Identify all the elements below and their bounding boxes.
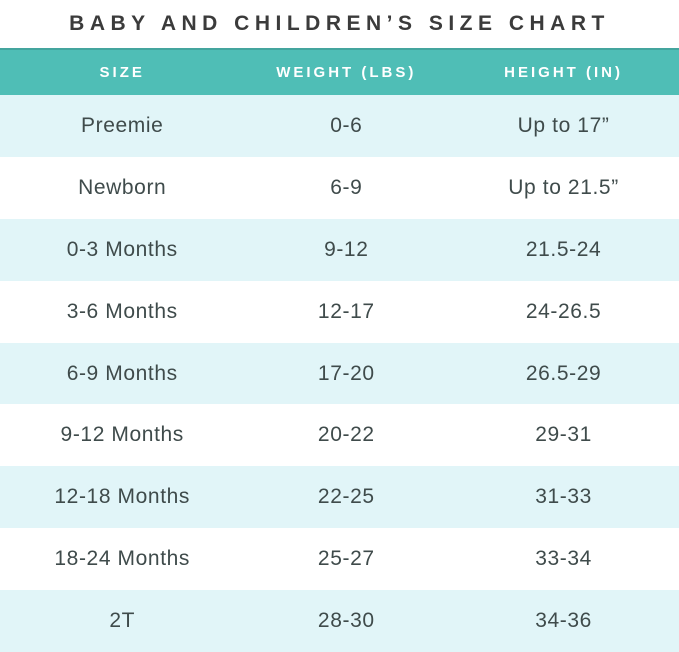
height-cell: 34-36 [535, 609, 592, 633]
table-header-row: SIZE WEIGHT (LBS) HEIGHT (IN) [0, 48, 679, 95]
page-title: BABY AND CHILDREN’S SIZE CHART [69, 12, 610, 35]
height-cell: Up to 21.5” [508, 175, 619, 199]
size-cell: 9-12 Months [60, 423, 184, 447]
size-cell: 18-24 Months [54, 547, 191, 571]
size-cell: 3-6 Months [66, 299, 178, 323]
height-cell: 24-26.5 [525, 299, 602, 323]
table-row: 2T 28-30 34-36 [0, 590, 679, 652]
size-cell: Preemie [81, 113, 164, 137]
size-cell: 2T [109, 609, 136, 633]
table-body: Preemie 0-6 Up to 17” Newborn 6-9 Up to … [0, 95, 679, 652]
size-cell: 6-9 Months [66, 361, 178, 385]
size-cell: 12-18 Months [54, 485, 191, 509]
height-cell: 31-33 [535, 485, 592, 509]
size-cell: Newborn [78, 175, 167, 199]
weight-cell: 22-25 [317, 485, 375, 509]
weight-cell: 17-20 [317, 361, 375, 385]
height-cell: 21.5-24 [525, 237, 602, 261]
table-row: 6-9 Months 17-20 26.5-29 [0, 342, 679, 405]
table-row: 18-24 Months 25-27 33-34 [0, 528, 679, 591]
table-row: 3-6 Months 12-17 24-26.5 [0, 280, 679, 343]
table-row: 9-12 Months 20-22 29-31 [0, 404, 679, 467]
column-header-height: HEIGHT (IN) [504, 64, 623, 81]
table-row: 0-3 Months 9-12 21.5-24 [0, 218, 679, 281]
table-row: Newborn 6-9 Up to 21.5” [0, 156, 679, 219]
table-row: 12-18 Months 22-25 31-33 [0, 466, 679, 529]
height-cell: 29-31 [535, 423, 592, 447]
weight-cell: 9-12 [324, 237, 369, 261]
column-header-weight: WEIGHT (LBS) [276, 64, 417, 81]
size-chart-table: SIZE WEIGHT (LBS) HEIGHT (IN) Preemie 0-… [0, 48, 679, 652]
weight-cell: 28-30 [317, 609, 375, 633]
height-cell: 33-34 [535, 547, 592, 571]
size-cell: 0-3 Months [66, 237, 178, 261]
weight-cell: 6-9 [330, 175, 363, 199]
height-cell: 26.5-29 [525, 361, 602, 385]
height-cell: Up to 17” [517, 113, 610, 137]
title-bar: BABY AND CHILDREN’S SIZE CHART [0, 0, 679, 48]
weight-cell: 0-6 [330, 113, 363, 137]
weight-cell: 25-27 [317, 547, 375, 571]
table-row: Preemie 0-6 Up to 17” [0, 95, 679, 157]
column-header-size: SIZE [99, 64, 145, 81]
weight-cell: 20-22 [317, 423, 375, 447]
weight-cell: 12-17 [317, 299, 375, 323]
